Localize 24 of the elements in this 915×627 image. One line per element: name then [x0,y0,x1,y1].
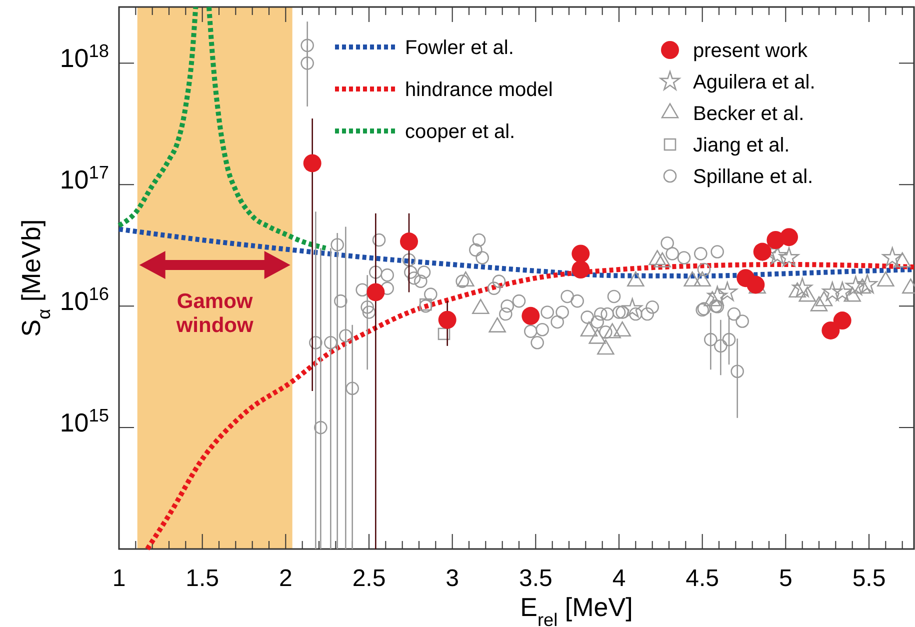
y-tick-label: 10$^{15}$ [60,406,109,438]
x-tick-label: 1.5 [186,565,220,592]
y-tick-label: 10$^{16}$ [60,284,109,316]
legend-label: Aguilera et al. [693,72,816,94]
legend-label: hindrance model [405,79,553,101]
legend-label: cooper et al. [405,121,516,143]
x-tick-label: 2.5 [352,565,386,592]
legend-label: present work [693,40,808,62]
legend-label: Fowler et al. [405,37,514,59]
x-tick-label: 5.5 [852,565,886,592]
x-tick-label: 4.5 [686,565,720,592]
y-tick-label: 10$^{17}$ [60,162,109,195]
x-tick-label: 3.5 [518,565,552,592]
legend-label: Becker et al. [693,103,804,125]
x-tick-label: 5 [778,565,792,592]
legend-label: Jiang et al. [693,134,790,156]
x-tick-label: 3 [446,565,460,592]
y-tick-label: 10$^{18}$ [60,41,109,74]
x-tick-label: 1 [112,565,126,592]
x-tick-label: 4 [612,565,626,592]
x-axis-title: E$_{rel}$ [MeV] [520,592,633,627]
band-label: Gamow window [175,290,254,337]
x-tick-label: 2 [278,565,292,592]
legend-label: Spillane et al. [693,166,814,188]
